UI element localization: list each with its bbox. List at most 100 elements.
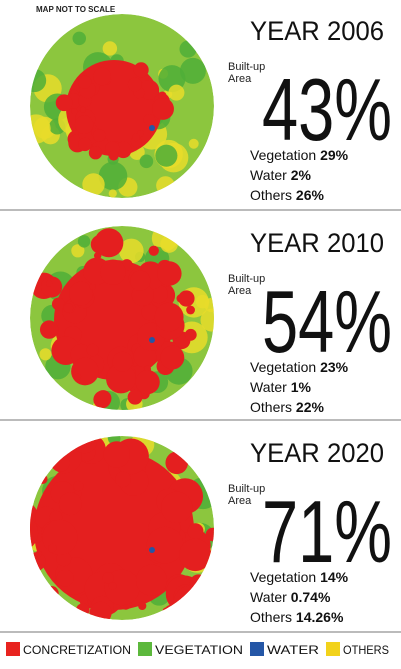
map-urban: [160, 345, 185, 370]
legend-swatch: [250, 642, 264, 656]
map-urban: [86, 343, 99, 357]
stat-label: Others: [250, 187, 292, 203]
map-patch: [168, 84, 185, 101]
map-urban: [40, 276, 63, 298]
stat-value: 2%: [291, 167, 312, 183]
stat-value: 14%: [320, 569, 349, 585]
stat-value: 23%: [320, 359, 349, 375]
stat-value: 29%: [320, 147, 349, 163]
built-up-label: Built-up: [228, 61, 265, 73]
map-urban: [108, 581, 117, 590]
map-urban: [114, 141, 132, 159]
map-urban: [93, 67, 112, 86]
map-urban: [143, 113, 156, 126]
map-urban: [139, 80, 160, 100]
map-urban: [157, 91, 167, 101]
map-urban: [108, 150, 119, 161]
map-urban: [103, 441, 131, 468]
stat: Water 0.74%: [250, 589, 331, 605]
map-urban: [135, 564, 168, 596]
legend-swatch: [138, 642, 152, 656]
map-urban: [102, 572, 114, 584]
map-patch: [188, 138, 199, 149]
map-urban: [157, 261, 182, 286]
map-urban: [56, 569, 74, 587]
map-urban: [148, 245, 159, 256]
stat: Vegetation 29%: [250, 147, 349, 163]
year: YEAR 2006: [250, 16, 384, 46]
legend-label: OTHERS: [343, 643, 389, 657]
map-water: [149, 337, 155, 343]
map: [30, 226, 214, 410]
map-patch: [82, 173, 105, 196]
built-up-label: Area: [228, 73, 252, 85]
map-urban: [106, 363, 136, 394]
map-urban: [56, 551, 72, 567]
map-patch: [71, 244, 85, 258]
map-urban: [187, 523, 204, 540]
map-urban: [94, 228, 124, 258]
map-urban: [112, 351, 133, 372]
map-urban: [42, 519, 78, 555]
map-urban: [39, 320, 59, 339]
map-patch: [30, 68, 47, 93]
map-patch: [72, 31, 87, 46]
stat-value: 26%: [296, 187, 325, 203]
map-urban: [74, 115, 94, 134]
built-up-value: 54%: [262, 272, 392, 371]
stat: Others 14.26%: [250, 609, 344, 625]
map-urban: [78, 137, 92, 152]
map-patch: [98, 161, 128, 191]
map-patch: [119, 238, 144, 264]
stat-label: Others: [250, 609, 292, 625]
map-urban: [184, 328, 197, 341]
legend-label: CONCRETIZATION: [23, 643, 131, 657]
map-urban: [144, 365, 151, 372]
year: YEAR 2020: [250, 438, 384, 468]
stat: Water 2%: [250, 167, 312, 183]
map-patch: [204, 297, 214, 313]
map-urban: [161, 491, 193, 524]
stat-label: Water: [250, 589, 287, 605]
map-patch: [200, 308, 214, 332]
map-patch: [155, 144, 178, 167]
map-urban: [205, 527, 214, 542]
map-urban: [73, 480, 84, 492]
stat-value: 14.26%: [296, 609, 344, 625]
map-patch: [39, 348, 52, 361]
map-water: [149, 125, 155, 131]
map-urban: [146, 526, 184, 564]
map-urban: [74, 373, 82, 381]
map-urban: [92, 129, 106, 142]
map-water: [149, 547, 155, 553]
built-up-value: 71%: [262, 482, 392, 581]
map-urban: [93, 390, 111, 409]
stat: Vegetation 23%: [250, 359, 349, 375]
stat-label: Others: [250, 399, 292, 415]
map-urban: [71, 357, 99, 386]
map-urban: [77, 75, 92, 89]
map-urban: [186, 305, 195, 315]
map-urban: [135, 370, 160, 395]
map-urban: [89, 283, 96, 290]
stat: Others 22%: [250, 399, 324, 415]
stat: Vegetation 14%: [250, 569, 349, 585]
legend-label: VEGETATION: [155, 643, 243, 657]
map-urban: [88, 146, 103, 160]
map-patch: [179, 57, 206, 84]
map-patch: [139, 154, 154, 169]
map-urban: [51, 297, 65, 311]
note: MAP NOT TO SCALE: [36, 5, 116, 14]
map-urban: [58, 492, 82, 516]
map-urban: [130, 270, 151, 291]
built-up-label: Built-up: [228, 273, 265, 285]
legend-swatch: [326, 642, 340, 656]
map-urban: [63, 302, 74, 313]
stat-value: 0.74%: [291, 589, 331, 605]
map-urban: [48, 543, 57, 553]
built-up-label: Area: [228, 285, 252, 297]
map-urban: [132, 133, 141, 142]
map-urban: [149, 284, 168, 304]
